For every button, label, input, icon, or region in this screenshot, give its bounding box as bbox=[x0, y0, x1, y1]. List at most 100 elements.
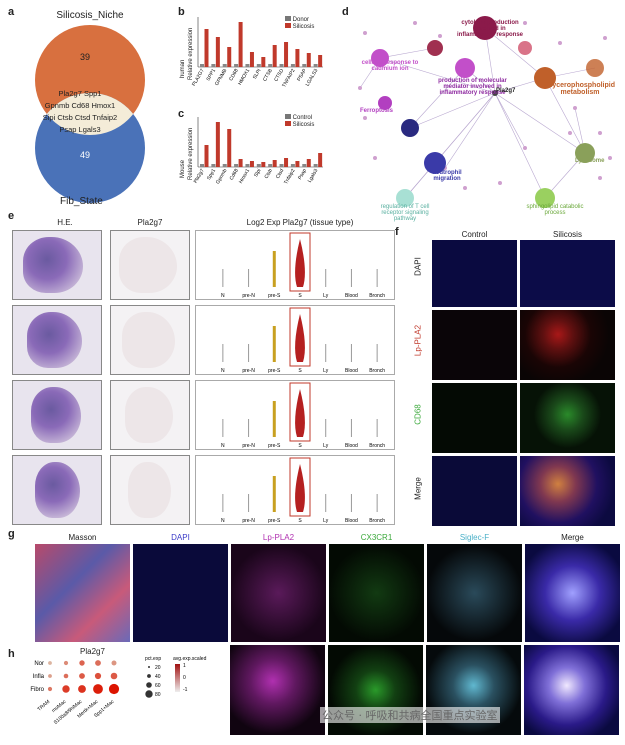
g-image-merge bbox=[525, 544, 620, 642]
bar-control bbox=[234, 64, 239, 67]
h-dotplot: Nor Infla Fibro TRAM moMac S100a8/9hiMac Mertk… bbox=[20, 655, 220, 740]
legend-mouse: Control Silicosis bbox=[285, 114, 314, 128]
bar-silicosis bbox=[306, 159, 311, 167]
node-small-1 bbox=[427, 40, 443, 56]
e-violin-xlabel: S bbox=[298, 518, 302, 524]
node-neutrophil bbox=[424, 152, 446, 174]
bar-gene-label: CD68 bbox=[228, 68, 240, 82]
node-lysosome bbox=[575, 143, 595, 163]
bar-control bbox=[256, 64, 261, 67]
node-small-2 bbox=[401, 119, 419, 137]
node-label-cadmium: cellular response to cadmium ion bbox=[361, 60, 419, 72]
bar-control bbox=[290, 164, 295, 167]
f-cd68-silicosis bbox=[520, 383, 615, 453]
h-dot bbox=[79, 673, 85, 679]
bar-silicosis bbox=[238, 159, 243, 167]
g-image-dapi bbox=[133, 544, 228, 642]
e-he-tissue-section bbox=[31, 387, 81, 443]
e-violin-highlight bbox=[289, 307, 311, 367]
venn-bottom-count: 49 bbox=[80, 150, 91, 160]
f-col-silicosis: Silicosis bbox=[553, 230, 582, 239]
e-violin-S bbox=[295, 389, 305, 437]
f-row-merge: Merge bbox=[413, 477, 423, 500]
bar-gene-label: HMOX1 bbox=[237, 68, 251, 87]
node-label-glycerophospholipid: Glycerophospholipid metabolism bbox=[544, 82, 615, 96]
h-legend-pct-value: 80 bbox=[155, 692, 161, 698]
f-lppla2-silicosis bbox=[520, 310, 615, 380]
bar-silicosis bbox=[227, 129, 232, 167]
g-col-label: Lp-PLA2 bbox=[262, 533, 295, 542]
bar-silicosis bbox=[204, 145, 209, 167]
e-violin-xlabel: N bbox=[221, 518, 225, 524]
node-label-ferroptosis: Ferroptosis bbox=[360, 108, 394, 114]
h-row-label: Nor bbox=[34, 661, 44, 667]
e-violin-xlabel: pre-N bbox=[242, 518, 255, 524]
e-he-tissue-section bbox=[27, 312, 82, 368]
bar-chart-human: PLA2G7 SPP1 GPNMB CD68 HMOX1 SLPI CTSB CTSD TNFA… bbox=[180, 12, 330, 104]
bar-silicosis bbox=[215, 37, 220, 67]
bar-gene-label: SLPI bbox=[252, 68, 263, 80]
bar-chart-mouse-ylabel: Relative expression bbox=[188, 127, 194, 180]
bar-gene-label: GPNMB bbox=[214, 67, 229, 86]
f-row-cd68: CD68 bbox=[413, 404, 423, 425]
bar-gene-label: Pla2g7 bbox=[193, 168, 206, 185]
e-violin-xlabel: S bbox=[298, 368, 302, 374]
e-violin-xlabel: Ly bbox=[323, 443, 329, 449]
h-dot bbox=[110, 672, 118, 680]
node-tcr bbox=[396, 189, 414, 207]
bar-control bbox=[211, 164, 216, 167]
f-merge-control bbox=[432, 456, 517, 526]
h-dot bbox=[111, 660, 117, 666]
g-image-cx3cr1 bbox=[329, 544, 424, 642]
bar-control bbox=[234, 164, 239, 167]
e-pla2g7-spatial-section bbox=[125, 387, 173, 443]
f-row-lppla2: Lp-PLA2 bbox=[413, 324, 423, 357]
legend-donor: Donor bbox=[292, 17, 310, 23]
network-svg bbox=[358, 16, 612, 208]
node-cadmium bbox=[371, 49, 389, 67]
venn-svg bbox=[35, 25, 145, 203]
h-dot bbox=[63, 673, 69, 679]
e-col-he: H.E. bbox=[57, 218, 73, 227]
h-dot bbox=[62, 685, 70, 693]
bar-silicosis bbox=[249, 52, 254, 67]
e-violin-xlabel: pre-S bbox=[268, 518, 281, 524]
bar-gene-label: Spp1 bbox=[206, 168, 217, 181]
e-violin-xlabel: pre-S bbox=[268, 293, 281, 299]
e-violin-highlight bbox=[289, 232, 311, 292]
h-dot bbox=[93, 684, 103, 694]
node-label-pla2g7: Pla2g7 bbox=[496, 88, 516, 94]
e-violin-xlabel: Blood bbox=[345, 368, 358, 374]
e-violin-xlabel: S bbox=[298, 443, 302, 449]
bar-gene-label: Cd68 bbox=[229, 168, 240, 182]
h-row-label: Infla bbox=[33, 674, 45, 680]
e-violin-xlabel: pre-S bbox=[268, 368, 281, 374]
venn-shared-row: Psap Lgals3 bbox=[59, 125, 101, 134]
bar-silicosis bbox=[204, 29, 209, 67]
e-violin-xlabel: N bbox=[221, 293, 225, 299]
h-legend-avg-value: -1 bbox=[183, 687, 188, 693]
legend-control: Control bbox=[292, 115, 313, 121]
e-he-tissue bbox=[12, 305, 102, 375]
venn-intersection bbox=[35, 93, 145, 135]
watermark-text: 公众号 · 呼吸和共病全国重点实验室 bbox=[320, 707, 500, 723]
e-col-violin: Log2 Exp Pla2g7 (tissue type) bbox=[246, 218, 354, 227]
bar-control bbox=[268, 64, 273, 67]
panel-label-a: a bbox=[8, 6, 15, 18]
node-ferroptosis bbox=[378, 96, 392, 110]
bar-control bbox=[313, 64, 318, 67]
bar-control bbox=[256, 164, 261, 167]
e-pla2g7-spatial-section bbox=[119, 237, 177, 293]
f-row-dapi: DAPI bbox=[413, 257, 423, 276]
bar-silicosis bbox=[284, 158, 289, 167]
venn-shared-row: Gpnmb Cd68 Hmox1 bbox=[44, 101, 116, 110]
h-legend-pct-dot bbox=[148, 666, 150, 668]
f-merge-silicosis bbox=[520, 456, 615, 526]
f-lppla2-control bbox=[432, 310, 517, 380]
bar-gene-label: SPP1 bbox=[206, 68, 218, 82]
